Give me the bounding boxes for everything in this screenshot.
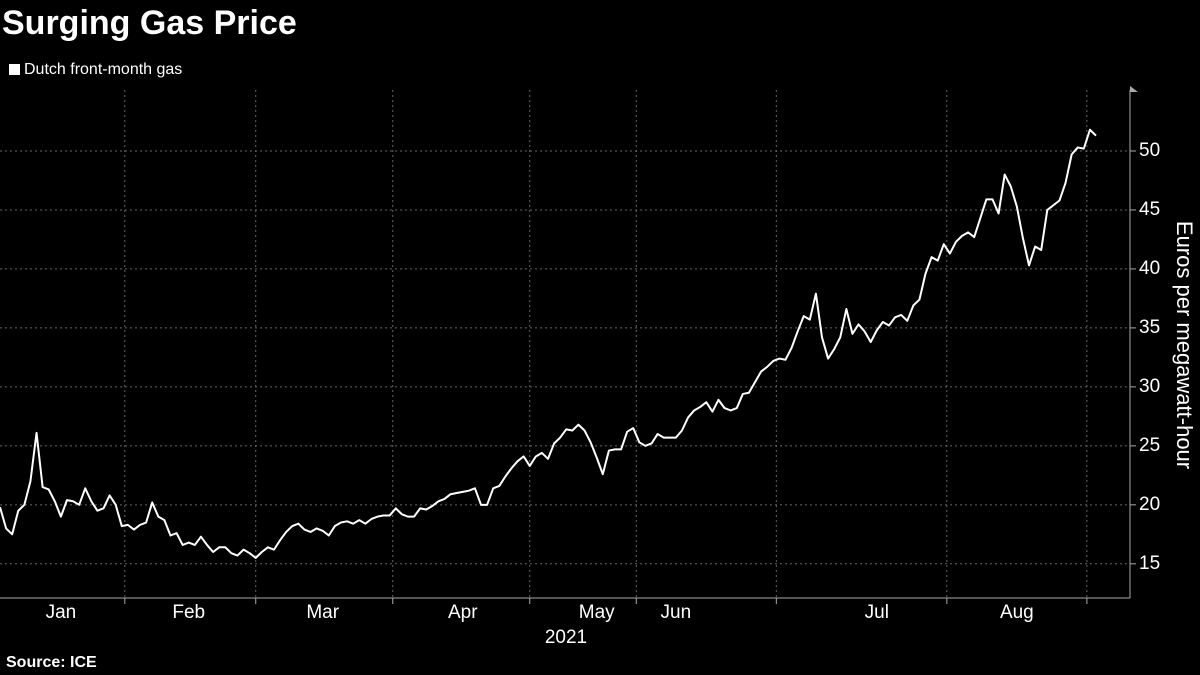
y-tick-label: 15 [1139, 553, 1160, 574]
x-tick-label: Jul [865, 602, 889, 623]
legend-swatch [9, 64, 20, 75]
axis-arrow [1130, 86, 1138, 92]
y-axis-label: Euros per megawatt-hour [1172, 221, 1197, 469]
x-tick-label: Jun [661, 602, 692, 623]
x-tick-label: May [579, 602, 615, 623]
x-tick-label: Apr [448, 602, 478, 623]
y-tick-label: 40 [1139, 258, 1160, 279]
y-tick-label: 30 [1139, 376, 1160, 397]
x-tick-label: Jan [46, 602, 77, 623]
source: Source: ICE [6, 654, 97, 671]
y-tick-label: 45 [1139, 199, 1160, 220]
y-tick-label: 50 [1139, 140, 1160, 161]
legend-label: Dutch front-month gas [24, 61, 182, 78]
y-tick-label: 35 [1139, 317, 1160, 338]
chart-title: Surging Gas Price [2, 4, 297, 42]
x-axis-label: 2021 [545, 627, 587, 648]
y-tick-label: 25 [1139, 435, 1160, 456]
y-tick-label: 20 [1139, 494, 1160, 515]
x-tick-label: Feb [172, 602, 205, 623]
x-tick-label: Aug [1000, 602, 1034, 623]
line-series [0, 128, 1097, 559]
x-tick-label: Mar [306, 602, 339, 623]
